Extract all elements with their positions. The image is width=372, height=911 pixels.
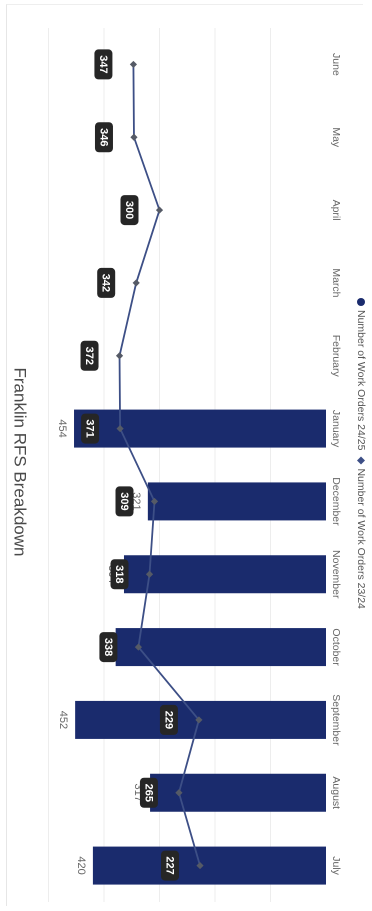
- svg-text:227: 227: [164, 856, 176, 874]
- line-point-march[interactable]: [132, 279, 140, 287]
- chart-frame: [6, 4, 363, 906]
- line-value-label: 227: [161, 850, 180, 881]
- legend-bar-label: Number of Work Orders 24/25: [355, 310, 367, 451]
- line-value-label: 347: [94, 49, 113, 80]
- line-series: [115, 60, 204, 870]
- bar-november[interactable]: [123, 555, 326, 594]
- line-value-label: 318: [110, 559, 129, 590]
- bar-value-label: 452: [57, 711, 69, 729]
- svg-text:309: 309: [118, 492, 130, 510]
- bar-july[interactable]: [92, 846, 327, 885]
- line-point-november[interactable]: [145, 570, 154, 578]
- category-label-december: December: [330, 477, 342, 526]
- line-value-label: 229: [159, 704, 178, 735]
- line-point-january[interactable]: [116, 424, 124, 433]
- bar-value-label: 454: [56, 419, 68, 437]
- bar-december[interactable]: [147, 482, 326, 521]
- svg-text:318: 318: [113, 565, 125, 583]
- category-label-may: May: [330, 127, 342, 148]
- bar-january[interactable]: [74, 409, 326, 448]
- svg-text:346: 346: [97, 128, 109, 146]
- bars: [74, 409, 327, 885]
- svg-text:347: 347: [97, 55, 109, 73]
- line-point-june[interactable]: [129, 60, 138, 69]
- category-labels: July August September October November Decemb…: [330, 53, 342, 876]
- line-point-may[interactable]: [130, 133, 138, 141]
- svg-text:300: 300: [123, 201, 135, 219]
- line-point-august[interactable]: [175, 789, 183, 797]
- line-point-february[interactable]: [115, 352, 124, 360]
- bar-october[interactable]: [115, 628, 326, 667]
- line-path: [118, 64, 201, 866]
- line-value-label: 300: [120, 195, 139, 226]
- line-point-september[interactable]: [195, 716, 203, 724]
- svg-text:338: 338: [102, 638, 114, 656]
- category-label-july: July: [330, 856, 342, 875]
- line-value-label: 342: [97, 267, 116, 298]
- category-label-april: April: [330, 200, 342, 221]
- line-point-october[interactable]: [134, 643, 143, 651]
- line-value-label: 309: [115, 486, 134, 517]
- line-value-labels: 227 265 229 338 318 309 371 372 342 300 346 347: [80, 49, 180, 881]
- line-value-label: 372: [80, 340, 99, 371]
- line-value-label: 346: [94, 122, 113, 153]
- legend-bar-marker: [357, 298, 365, 306]
- category-label-february: February: [330, 335, 342, 378]
- line-value-label: 338: [99, 632, 118, 663]
- category-label-march: March: [330, 268, 342, 297]
- chart-title: Franklin RFS Breakdown: [11, 368, 30, 557]
- line-point-april[interactable]: [155, 206, 164, 214]
- gridlines: [48, 28, 271, 902]
- legend-line-marker: [357, 456, 365, 465]
- legend: Number of Work Orders 24/25 Number of Wor…: [355, 298, 367, 609]
- line-value-label: 371: [81, 413, 100, 444]
- svg-text:342: 342: [100, 274, 112, 292]
- svg-text:229: 229: [162, 711, 174, 729]
- line-point-december[interactable]: [150, 497, 159, 506]
- category-label-october: October: [330, 628, 342, 666]
- category-label-september: September: [330, 694, 342, 746]
- svg-text:372: 372: [83, 347, 95, 365]
- category-label-august: August: [330, 776, 342, 809]
- legend-line-label: Number of Work Orders 23/24: [355, 468, 367, 609]
- bar-value-label: 420: [75, 856, 87, 874]
- category-label-november: November: [330, 550, 342, 599]
- line-point-july[interactable]: [196, 861, 204, 870]
- svg-text:371: 371: [84, 419, 96, 437]
- category-label-june: June: [330, 53, 342, 76]
- category-label-january: January: [330, 410, 342, 448]
- svg-text:265: 265: [142, 784, 154, 802]
- line-value-label: 265: [139, 777, 158, 808]
- title-group: Franklin RFS Breakdown: [11, 368, 30, 557]
